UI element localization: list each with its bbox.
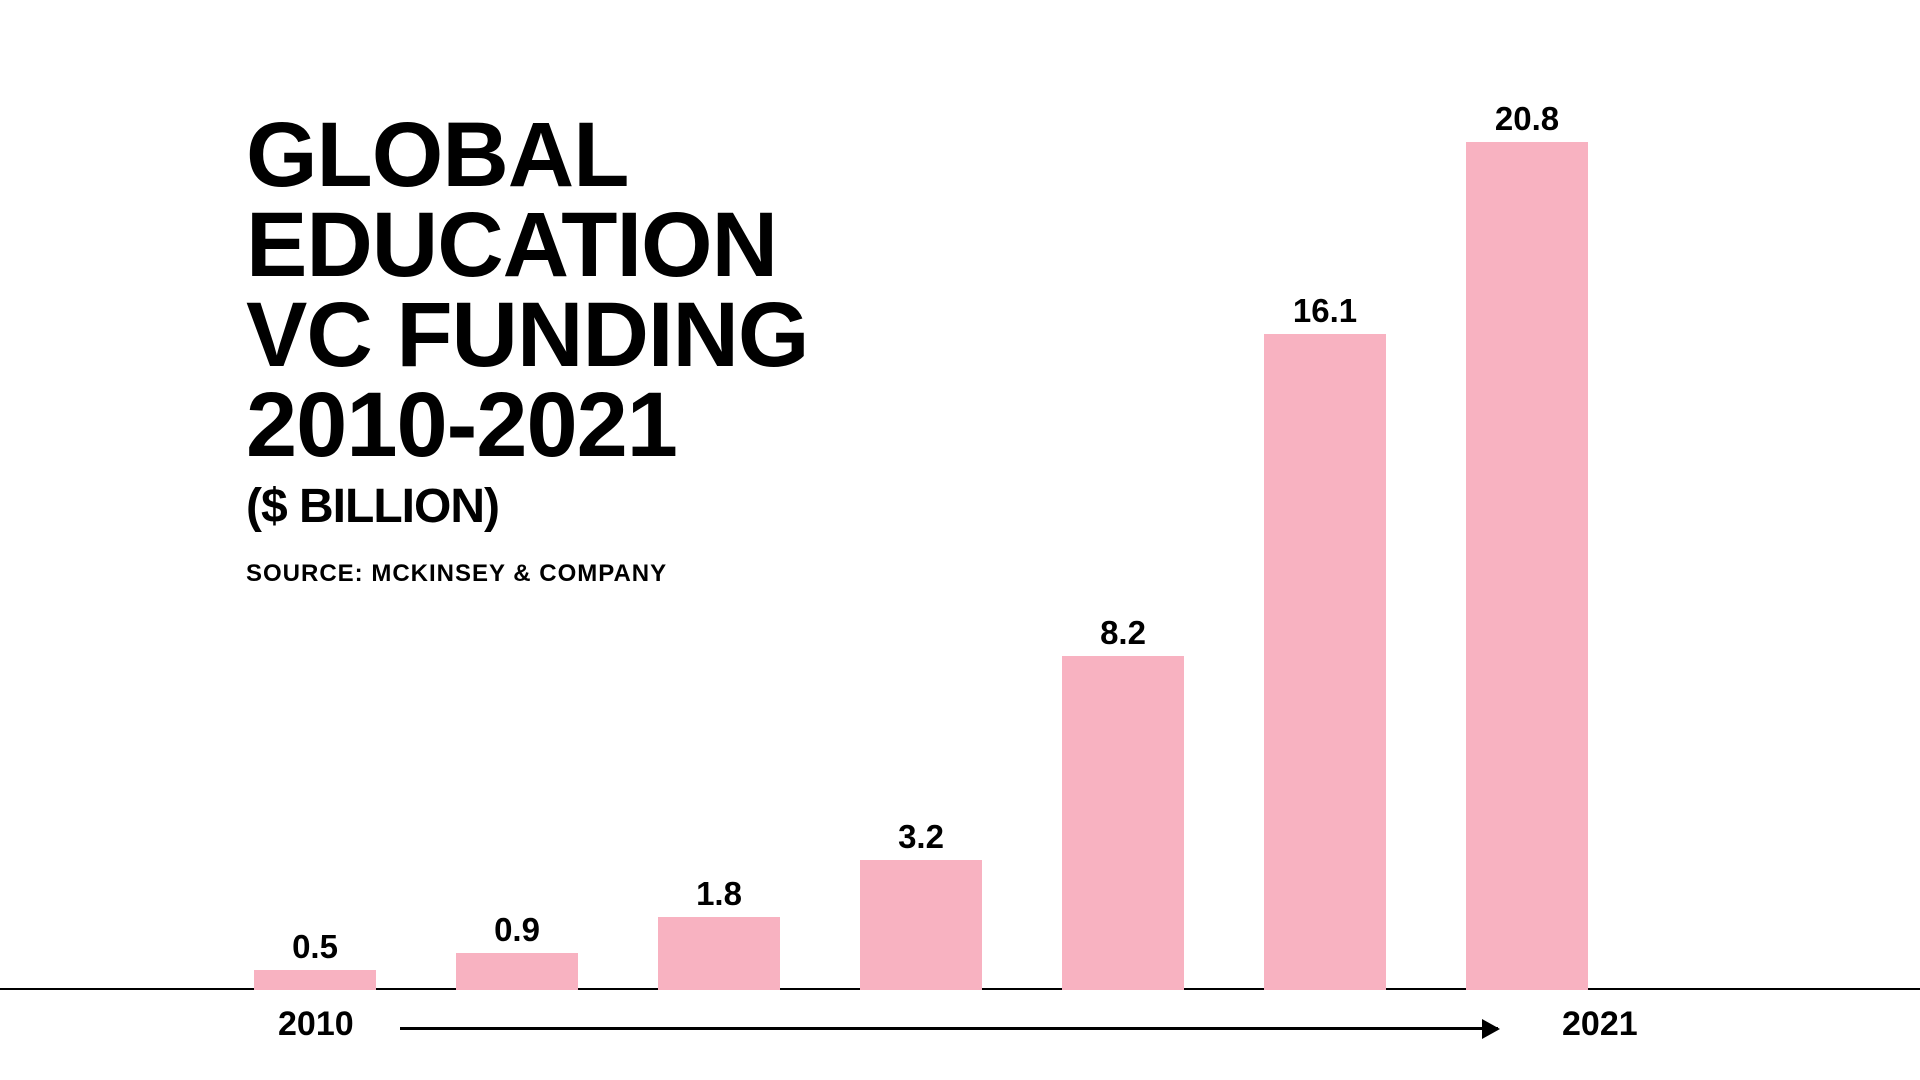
bar: 3.2: [860, 860, 982, 990]
timeline-arrow-icon: [400, 1027, 1498, 1030]
bar-value-label: 20.8: [1466, 100, 1588, 138]
bar-value-label: 1.8: [658, 875, 780, 913]
x-axis-end-label: 2021: [1562, 1005, 1638, 1044]
bar: 0.5: [254, 970, 376, 990]
bar: 16.1: [1264, 334, 1386, 990]
x-axis-start-label: 2010: [278, 1005, 354, 1044]
bar: 8.2: [1062, 656, 1184, 990]
x-axis-labels: 2010 2021: [0, 1005, 1920, 1055]
bar-chart: 0.5 0.9 1.8 3.2 8.2 16.1 20.8: [0, 140, 1920, 990]
bar-value-label: 0.5: [254, 928, 376, 966]
page: GLOBAL EDUCATION VC FUNDING 2010-2021 ($…: [0, 0, 1920, 1080]
bar-value-label: 16.1: [1264, 292, 1386, 330]
bar: 1.8: [658, 917, 780, 990]
bar: 20.8: [1466, 142, 1588, 990]
bar: 0.9: [456, 953, 578, 990]
bar-value-label: 0.9: [456, 911, 578, 949]
bar-value-label: 3.2: [860, 818, 982, 856]
bar-value-label: 8.2: [1062, 614, 1184, 652]
